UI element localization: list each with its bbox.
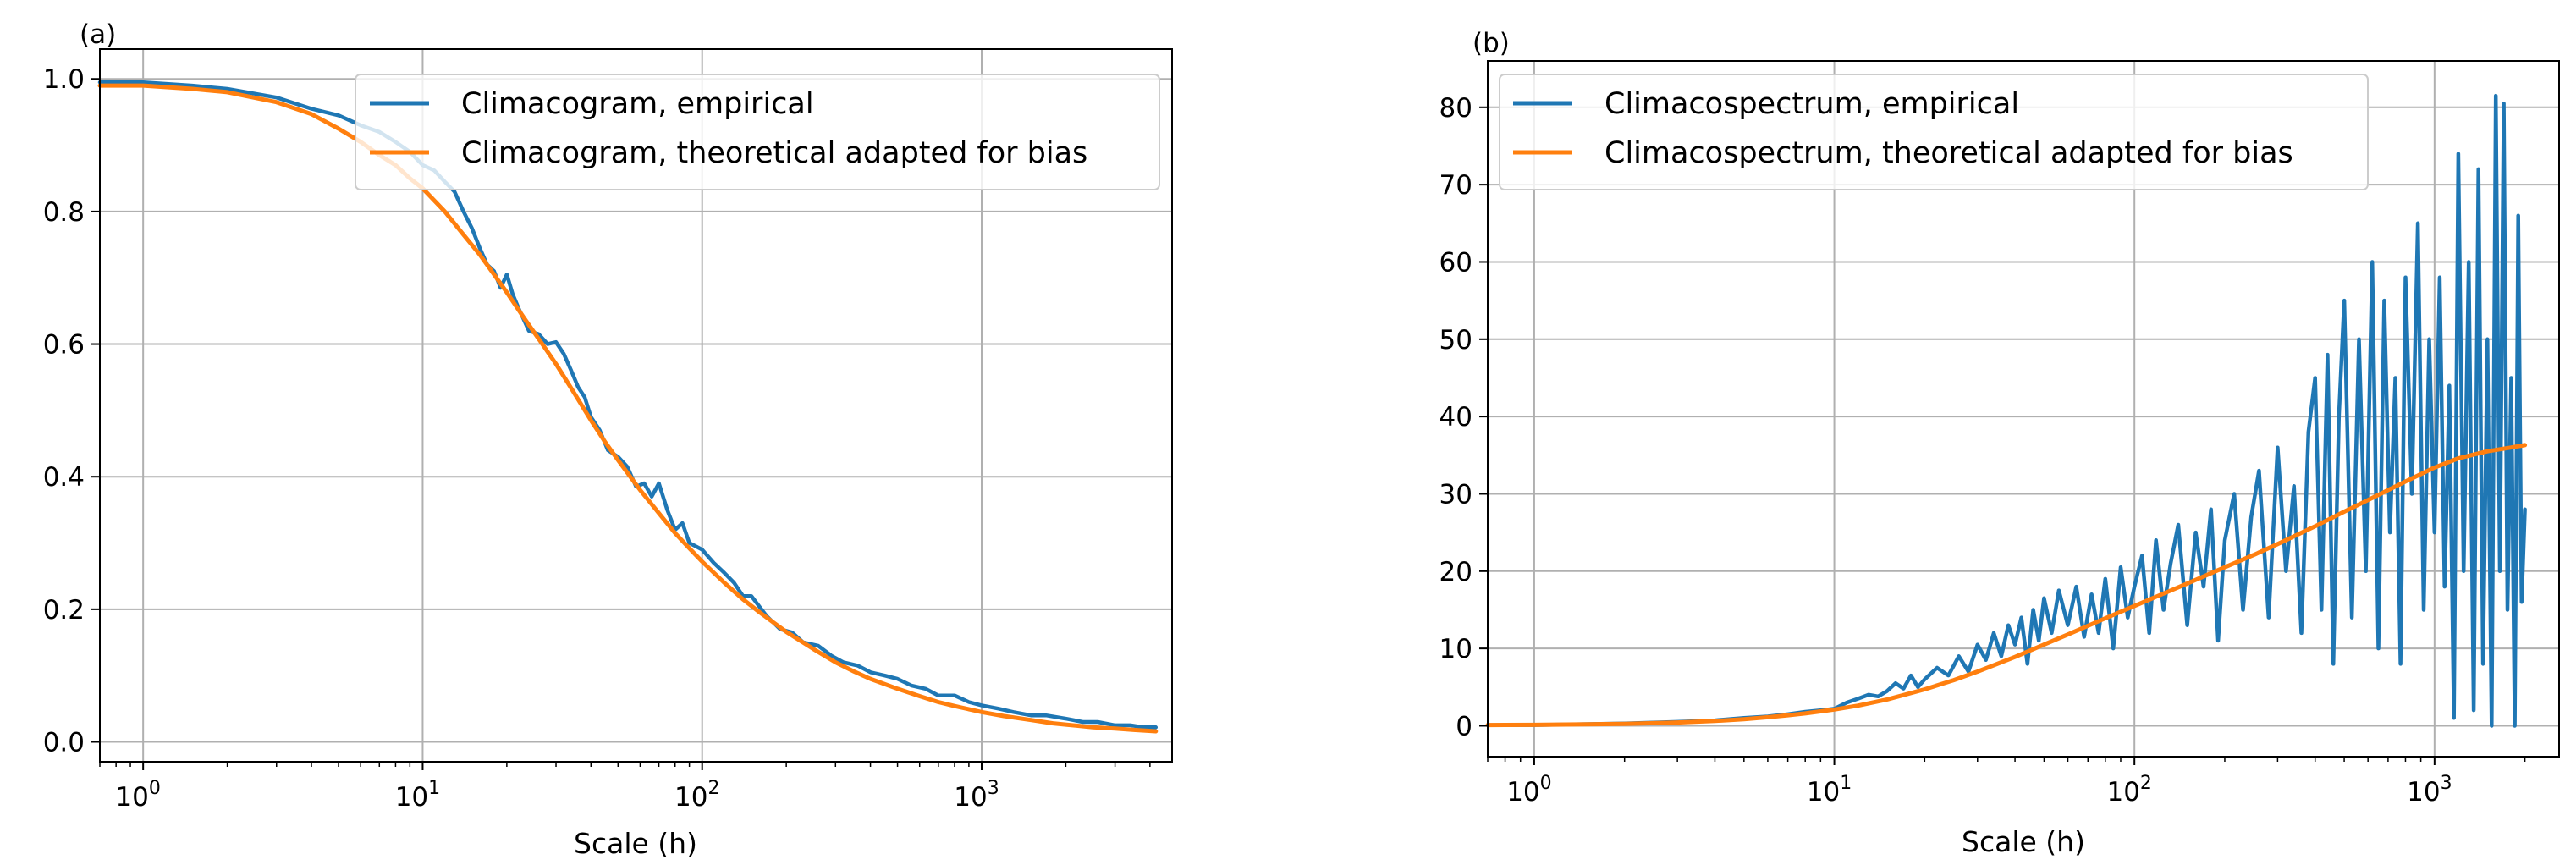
y-tick-label: 60 <box>1439 247 1472 278</box>
legend-box <box>355 74 1160 190</box>
y-tick-label: 0.6 <box>43 330 85 361</box>
y-tick-label: 1.0 <box>43 64 85 95</box>
x-axis-label: Scale (h) <box>574 827 697 860</box>
theoretical-series-line <box>1485 443 2528 728</box>
x-tick-label: 100 <box>115 778 160 813</box>
legend: Climacogram, empirical Climacogram, theo… <box>355 74 1160 190</box>
x-tick-label: 102 <box>674 778 719 813</box>
y-tick-label: 20 <box>1439 557 1472 587</box>
legend-box <box>1499 74 2369 190</box>
empirical-series-line <box>1485 93 2527 728</box>
y-tick-label: 70 <box>1439 170 1472 201</box>
x-tick-exponent: 1 <box>1840 773 1852 794</box>
x-axis-label: Scale (h) <box>1962 825 2085 858</box>
panel-label: (b) <box>1472 28 1510 58</box>
y-tick-label: 30 <box>1439 479 1472 510</box>
y-tick-label: 80 <box>1439 93 1472 124</box>
x-tick-label: 103 <box>2407 773 2452 807</box>
plot-frame <box>99 48 1173 763</box>
legend-label-theoretical: Climacogram, theoretical adapted for bia… <box>461 136 1087 170</box>
x-tick-base: 10 <box>674 782 707 813</box>
y-tick-label: 50 <box>1439 325 1472 355</box>
x-tick-label: 100 <box>1506 773 1551 807</box>
x-tick-label: 102 <box>2106 773 2151 807</box>
y-tick-label: 0.2 <box>43 595 85 625</box>
legend: Climacospectrum, empirical Climacospectr… <box>1499 74 2369 190</box>
x-tick-exponent: 3 <box>2441 773 2452 794</box>
plot-frame <box>1487 60 2560 758</box>
x-tick-base: 10 <box>115 782 148 813</box>
x-tick-exponent: 0 <box>1540 773 1552 794</box>
x-tick-base: 10 <box>1807 777 1840 807</box>
x-tick-exponent: 2 <box>2140 773 2152 794</box>
panel-label: (a) <box>80 19 116 50</box>
x-tick-exponent: 3 <box>988 778 999 799</box>
x-tick-label: 101 <box>395 778 440 813</box>
y-tick-label: 0 <box>1456 711 1472 741</box>
x-tick-label: 101 <box>1807 773 1852 807</box>
legend-label-theoretical: Climacospectrum, theoretical adapted for… <box>1604 136 2293 170</box>
x-axis-ticks: 100 101 102 103 <box>1487 757 2526 807</box>
x-tick-base: 10 <box>1506 777 1539 807</box>
x-tick-base: 10 <box>954 782 987 813</box>
y-axis-ticks: 0.0 0.2 0.4 0.6 0.8 1.0 <box>43 64 100 758</box>
x-tick-base: 10 <box>395 782 428 813</box>
y-tick-label: 0.8 <box>43 197 85 228</box>
y-tick-label: 40 <box>1439 402 1472 432</box>
y-axis-ticks: 0 10 20 30 40 50 60 70 80 <box>1439 93 1488 741</box>
panel-a-climacogram: (a) 0.00.20.40.60.81.0 100 101 102 103 Scal… <box>43 19 1173 860</box>
legend-label-empirical: Climacogram, empirical <box>461 87 814 121</box>
y-tick-label: 0.4 <box>43 462 85 493</box>
legend-label-empirical: Climacospectrum, empirical <box>1604 87 2019 121</box>
x-tick-label: 103 <box>954 778 999 813</box>
x-tick-base: 10 <box>2407 777 2440 807</box>
x-tick-exponent: 2 <box>707 778 719 799</box>
y-tick-label: 0.0 <box>43 728 85 758</box>
x-tick-base: 10 <box>2106 777 2139 807</box>
x-tick-exponent: 1 <box>428 778 440 799</box>
x-axis-ticks: 100 101 102 103 <box>99 762 1151 813</box>
y-tick-label: 10 <box>1439 634 1472 664</box>
series-lines <box>1485 93 2528 728</box>
x-tick-exponent: 0 <box>149 778 161 799</box>
